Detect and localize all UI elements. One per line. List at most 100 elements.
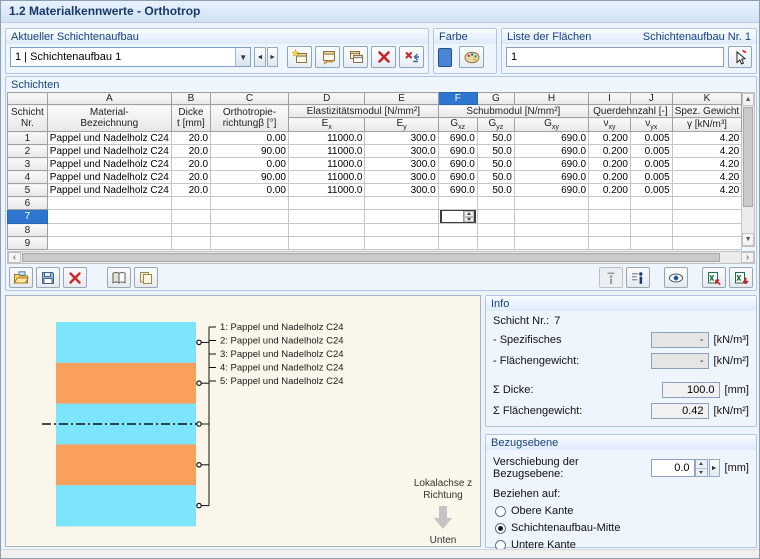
radio-obere-kante[interactable]: Obere Kante	[495, 505, 747, 517]
delete-all-layups-button[interactable]	[399, 46, 425, 68]
table-cell[interactable]	[46, 209, 172, 224]
table-cell[interactable]	[170, 223, 212, 237]
surface-list-input[interactable]	[506, 47, 724, 67]
table-cell[interactable]	[513, 209, 590, 224]
row-header-3[interactable]: 3	[7, 157, 48, 171]
table-cell[interactable]	[210, 196, 289, 210]
table-cell[interactable]	[629, 209, 673, 224]
table-cell[interactable]	[513, 236, 590, 250]
table-cell[interactable]	[437, 196, 478, 210]
radio-schichtenaufbau-mitte[interactable]: Schichtenaufbau-Mitte	[495, 522, 747, 534]
table-cell[interactable]: 11000.0	[287, 170, 366, 184]
table-cell[interactable]	[287, 209, 366, 224]
table-cell[interactable]	[629, 236, 673, 250]
view-button[interactable]	[664, 267, 688, 288]
table-cell[interactable]: 690.0	[437, 183, 478, 197]
table-cell[interactable]	[46, 223, 172, 237]
table-cell[interactable]: 0.005	[629, 170, 673, 184]
table-cell[interactable]: 90.00	[210, 170, 289, 184]
table-cell[interactable]: 0.200	[588, 170, 631, 184]
table-cell[interactable]: 0.200	[588, 131, 631, 145]
table-cell[interactable]: 690.0	[513, 131, 590, 145]
table-cell[interactable]: 20.0	[170, 131, 212, 145]
delete-layup-button[interactable]	[371, 46, 397, 68]
table-cell[interactable]	[671, 196, 743, 210]
shift-options-button[interactable]: ►	[708, 459, 720, 477]
table-cell[interactable]: 300.0	[364, 131, 439, 145]
row-header-2[interactable]: 2	[7, 144, 48, 158]
layup-info-button[interactable]	[626, 267, 650, 288]
table-cell[interactable]	[588, 223, 631, 237]
table-cell[interactable]: 690.0	[513, 144, 590, 158]
scroll-up-icon[interactable]: ▲	[742, 93, 754, 106]
table-cell[interactable]: Pappel und Nadelholz C24	[46, 131, 172, 145]
table-cell[interactable]	[588, 196, 631, 210]
table-cell[interactable]	[46, 236, 172, 250]
delete-row-button[interactable]	[63, 267, 87, 288]
chevron-down-icon[interactable]: ▼	[235, 48, 251, 66]
table-cell[interactable]: 300.0	[364, 170, 439, 184]
table-cell[interactable]: 4.20	[671, 144, 743, 158]
vertical-scroll-thumb[interactable]	[743, 107, 753, 207]
table-cell[interactable]: 300.0	[364, 144, 439, 158]
table-cell[interactable]	[287, 196, 366, 210]
scroll-left-icon[interactable]: ‹	[8, 252, 21, 263]
layup-combobox[interactable]: 1 | Schichtenaufbau 1 ▼	[10, 47, 252, 67]
table-cell[interactable]	[210, 209, 289, 224]
table-cell[interactable]	[476, 236, 515, 250]
table-cell[interactable]: 0.005	[629, 157, 673, 171]
table-cell[interactable]	[170, 196, 212, 210]
color-palette-button[interactable]	[459, 46, 484, 68]
table-cell[interactable]	[170, 236, 212, 250]
table-vertical-scrollbar[interactable]: ▲ ▼	[742, 92, 755, 247]
previous-layup-button[interactable]: ◄	[254, 47, 266, 67]
table-cell[interactable]	[46, 196, 172, 210]
table-cell[interactable]: 4.20	[671, 131, 743, 145]
column-letter-J[interactable]: J	[629, 92, 673, 105]
table-cell[interactable]: 50.0	[476, 131, 515, 145]
shift-input[interactable]	[650, 459, 695, 477]
table-cell[interactable]	[671, 236, 743, 250]
table-cell[interactable]: 90.00	[210, 144, 289, 158]
table-cell[interactable]: 11000.0	[287, 183, 366, 197]
table-cell[interactable]	[588, 209, 631, 224]
table-cell[interactable]: 690.0	[513, 157, 590, 171]
column-letter-B[interactable]: B	[170, 92, 212, 105]
edit-layup-button[interactable]	[315, 46, 341, 68]
table-cell[interactable]	[513, 196, 590, 210]
table-cell[interactable]: 50.0	[476, 183, 515, 197]
table-cell[interactable]: 50.0	[476, 144, 515, 158]
material-library-button[interactable]	[107, 267, 131, 288]
table-cell[interactable]	[671, 209, 743, 224]
radio-circle-icon[interactable]	[495, 522, 506, 534]
table-cell[interactable]	[287, 223, 366, 237]
scroll-right-icon[interactable]: ›	[741, 252, 754, 263]
scroll-down-icon[interactable]: ▼	[742, 233, 754, 246]
column-letter-K[interactable]: K	[671, 92, 743, 105]
table-cell[interactable]: 690.0	[437, 157, 478, 171]
table-cell[interactable]: 0.200	[588, 144, 631, 158]
table-cell[interactable]: 50.0	[476, 157, 515, 171]
active-cell[interactable]	[439, 210, 476, 223]
table-cell[interactable]	[364, 236, 439, 250]
column-letter-F[interactable]: F	[437, 92, 478, 105]
row-header-1[interactable]: 1	[7, 131, 48, 145]
table-cell[interactable]: 300.0	[364, 157, 439, 171]
column-letter-G[interactable]: G	[476, 92, 515, 105]
table-cell[interactable]: 4.20	[671, 183, 743, 197]
table-cell[interactable]	[437, 236, 478, 250]
layup-color-swatch[interactable]	[438, 47, 452, 67]
table-cell[interactable]	[287, 236, 366, 250]
table-cell[interactable]: 0.00	[210, 131, 289, 145]
table-cell[interactable]: 11000.0	[287, 144, 366, 158]
table-cell[interactable]: 4.20	[671, 170, 743, 184]
table-cell[interactable]: 0.200	[588, 157, 631, 171]
radio-circle-icon[interactable]	[495, 505, 506, 517]
table-cell[interactable]: 11000.0	[287, 157, 366, 171]
row-header-5[interactable]: 5	[7, 183, 48, 197]
cell-spinner[interactable]	[462, 211, 474, 222]
table-cell[interactable]	[588, 236, 631, 250]
new-layup-button[interactable]	[287, 46, 313, 68]
table-cell[interactable]: 20.0	[170, 144, 212, 158]
table-cell[interactable]: 690.0	[437, 170, 478, 184]
